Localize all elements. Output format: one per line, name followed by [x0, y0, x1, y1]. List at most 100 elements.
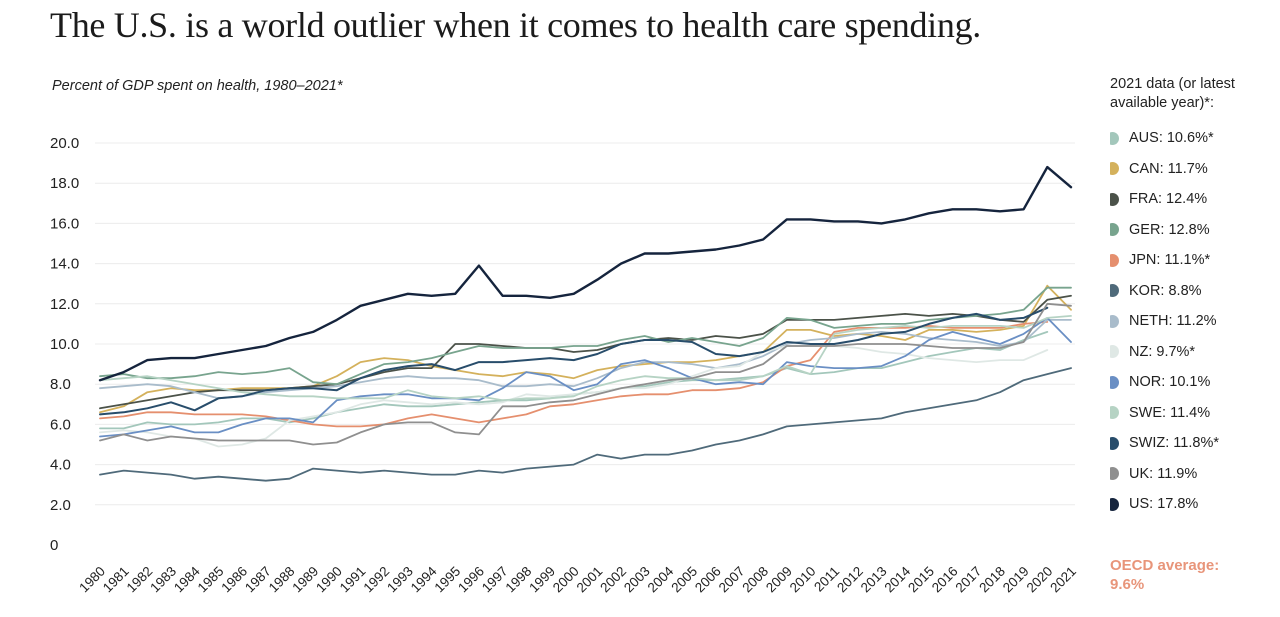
x-tick-label: 1993 — [384, 564, 416, 596]
x-tick-label: 1999 — [526, 564, 558, 596]
legend-label: NETH: 11.2% — [1129, 313, 1217, 330]
series-line-swiz — [99, 306, 1049, 416]
x-tick-label: 2006 — [692, 564, 724, 596]
legend-label: NOR: 10.1% — [1129, 374, 1211, 391]
x-tick-label: 2008 — [739, 564, 771, 596]
oecd-average-note: OECD average: 9.6% — [1110, 557, 1220, 593]
legend-swatch — [1110, 375, 1119, 389]
series-line-neth — [99, 319, 1072, 400]
x-tick-label: 1989 — [289, 564, 321, 596]
chart-subtitle: Percent of GDP spent on health, 1980–202… — [52, 78, 343, 94]
x-tick-label: 1992 — [360, 564, 392, 596]
legend-swatch — [1110, 406, 1119, 420]
legend-swatch — [1110, 253, 1119, 267]
legend-label: SWE: 11.4% — [1129, 404, 1211, 421]
y-tick-label: 4.0 — [50, 457, 71, 474]
legend-item: SWIZ: 11.8%* — [1110, 428, 1280, 459]
x-tick-label: 2014 — [881, 563, 913, 595]
x-tick-label: 2019 — [1000, 564, 1032, 596]
legend-item: NOR: 10.1% — [1110, 367, 1280, 398]
x-tick-label: 2007 — [716, 564, 748, 596]
x-tick-label: 1995 — [432, 564, 464, 596]
x-tick-label: 1998 — [503, 564, 535, 596]
series-line-ger — [99, 286, 1072, 386]
x-tick-label: 1980 — [76, 564, 108, 596]
legend-swatch — [1110, 345, 1119, 359]
x-tick-label: 2020 — [1024, 564, 1056, 596]
x-tick-label: 1982 — [124, 564, 156, 596]
x-tick-label: 1996 — [455, 564, 487, 596]
x-tick-label: 2021 — [1047, 564, 1079, 596]
y-tick-label: 18.0 — [50, 175, 79, 192]
legend-swatch — [1110, 436, 1119, 450]
chart-title: The U.S. is a world outlier when it come… — [50, 5, 981, 45]
legend-swatch — [1110, 192, 1119, 206]
x-tick-label: 2016 — [929, 564, 961, 596]
x-tick-label: 2000 — [550, 564, 582, 596]
x-tick-label: 1994 — [408, 563, 440, 595]
series-line-uk — [99, 302, 1072, 446]
series-lines — [98, 165, 1073, 482]
legend-item: GER: 12.8% — [1110, 215, 1280, 246]
legend-item: US: 17.8% — [1110, 489, 1280, 520]
x-tick-label: 1987 — [242, 564, 274, 596]
x-axis-ticks: 1980198119821983198419851986198719881989… — [76, 563, 1079, 595]
legend-label: UK: 11.9% — [1129, 465, 1198, 482]
x-tick-label: 1981 — [100, 564, 132, 596]
x-tick-label: 1986 — [218, 564, 250, 596]
x-tick-label: 2004 — [645, 563, 677, 595]
legend-label: FRA: 12.4% — [1129, 191, 1208, 208]
x-tick-label: 2013 — [858, 564, 890, 596]
legend-label: US: 17.8% — [1129, 496, 1199, 513]
legend-label: JPN: 11.1%* — [1129, 252, 1211, 269]
legend-item: UK: 11.9% — [1110, 459, 1280, 490]
x-tick-label: 2018 — [976, 564, 1008, 596]
legend-item: JPN: 11.1%* — [1110, 245, 1280, 276]
legend-item: AUS: 10.6%* — [1110, 123, 1280, 154]
x-tick-label: 1991 — [337, 564, 369, 596]
series-line-nor — [99, 317, 1072, 438]
x-tick-label: 1983 — [147, 564, 179, 596]
series-line-us — [98, 165, 1073, 382]
legend-swatch — [1110, 314, 1119, 328]
x-tick-label: 2010 — [787, 564, 819, 596]
x-tick-label: 1990 — [313, 564, 345, 596]
legend-item: KOR: 8.8% — [1110, 276, 1280, 307]
x-tick-label: 2001 — [574, 564, 606, 596]
legend-item: NETH: 11.2% — [1110, 306, 1280, 337]
x-tick-label: 1984 — [171, 563, 203, 595]
line-chart: 0 2.0 4.0 6.0 8.0 10.0 12.0 14.0 16.0 18.0 20.0 19… — [50, 135, 1079, 595]
y-axis-ticks: 0 2.0 4.0 6.0 8.0 10.0 12.0 14.0 16.0 18.0 20.0 — [50, 135, 79, 554]
x-tick-label: 2017 — [953, 564, 985, 596]
legend-swatch — [1110, 497, 1119, 511]
x-tick-label: 2012 — [834, 564, 866, 596]
legend-swatch — [1110, 467, 1119, 481]
legend-swatch — [1110, 131, 1119, 145]
legend-label: GER: 12.8% — [1129, 221, 1210, 238]
y-tick-label: 8.0 — [50, 376, 71, 393]
series-line-can — [99, 284, 1072, 414]
x-tick-label: 2003 — [621, 564, 653, 596]
y-tick-label: 20.0 — [50, 135, 79, 152]
x-tick-label: 2009 — [763, 564, 795, 596]
x-tick-label: 1985 — [195, 564, 227, 596]
legend-item: NZ: 9.7%* — [1110, 337, 1280, 368]
legend-label: AUS: 10.6%* — [1129, 130, 1214, 147]
y-tick-label: 2.0 — [50, 497, 71, 514]
x-tick-label: 2011 — [811, 564, 842, 595]
legend-label: KOR: 8.8% — [1129, 282, 1202, 299]
legend-heading: 2021 data (or latest available year)*: — [1110, 76, 1235, 111]
legend-list: AUS: 10.6%* CAN: 11.7% FRA: 12.4% GER: 12.8… — [1110, 123, 1280, 520]
y-tick-label: 16.0 — [50, 215, 79, 232]
y-tick-label: 12.0 — [50, 296, 79, 313]
legend-item: FRA: 12.4% — [1110, 184, 1280, 215]
x-tick-label: 2005 — [668, 564, 700, 596]
legend-swatch — [1110, 162, 1119, 176]
legend-label: SWIZ: 11.8%* — [1129, 435, 1219, 452]
series-line-kor — [99, 367, 1072, 482]
y-tick-label: 10.0 — [50, 336, 79, 353]
x-tick-label: 2002 — [597, 564, 629, 596]
series-line-swe — [99, 315, 1072, 402]
x-tick-label: 2015 — [905, 564, 937, 596]
x-tick-label: 1988 — [266, 564, 298, 596]
